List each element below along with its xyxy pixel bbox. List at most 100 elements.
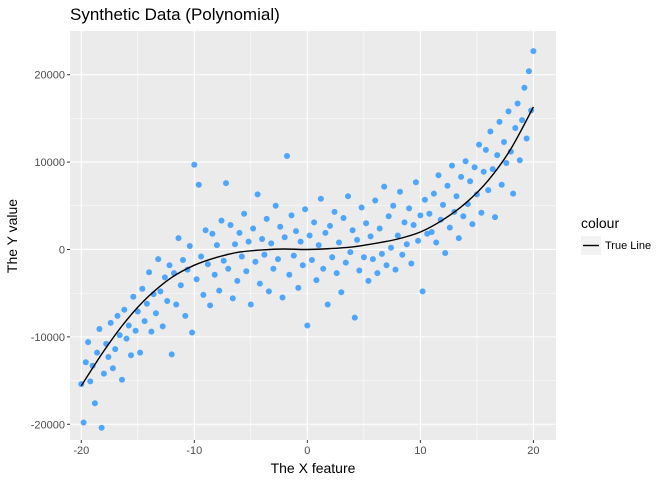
data-point <box>288 212 295 219</box>
data-point <box>152 310 159 317</box>
data-point <box>446 224 453 231</box>
data-point <box>473 191 480 198</box>
data-point <box>168 351 175 358</box>
data-point <box>123 335 130 342</box>
data-point <box>166 262 173 269</box>
data-point <box>487 128 494 135</box>
data-point <box>119 376 125 383</box>
data-point <box>114 312 121 319</box>
data-point <box>189 329 196 336</box>
data-point <box>390 202 397 209</box>
data-point <box>512 125 519 131</box>
x-axis-title: The X feature <box>271 460 356 476</box>
data-point <box>263 215 270 222</box>
data-point <box>297 238 304 245</box>
data-point <box>175 235 182 242</box>
data-point <box>134 308 141 315</box>
data-point <box>349 227 356 234</box>
data-point <box>250 225 257 232</box>
data-point <box>419 288 426 295</box>
legend-label-true-line: True Line <box>605 240 651 252</box>
data-point <box>290 252 297 259</box>
data-point <box>155 256 162 263</box>
data-point <box>401 219 408 226</box>
data-point <box>202 227 209 234</box>
data-point <box>322 229 329 236</box>
data-point <box>243 268 250 275</box>
x-tick-label: 10 <box>414 445 426 457</box>
data-point <box>164 298 171 304</box>
data-point <box>200 291 207 298</box>
data-point <box>227 222 234 228</box>
data-point <box>112 346 119 353</box>
data-point <box>299 262 306 269</box>
data-point <box>455 235 462 242</box>
data-point <box>430 190 437 197</box>
x-tick-label: 0 <box>304 445 310 457</box>
data-point <box>388 244 394 251</box>
data-point <box>265 288 272 295</box>
data-point <box>469 221 476 228</box>
data-point <box>505 108 512 115</box>
data-point <box>256 280 263 287</box>
data-point <box>496 118 503 125</box>
data-point <box>356 267 363 274</box>
data-point <box>279 294 286 301</box>
data-point <box>449 162 455 169</box>
data-point <box>272 202 279 209</box>
data-point <box>259 236 266 242</box>
data-point <box>218 217 225 224</box>
data-point <box>223 180 229 187</box>
data-point <box>207 302 214 309</box>
data-point <box>424 230 431 237</box>
plot-panel <box>70 31 556 440</box>
data-point <box>193 276 200 283</box>
data-point <box>173 301 180 308</box>
data-point <box>363 220 370 227</box>
y-axis-title: The Y value <box>4 199 20 273</box>
data-point <box>275 256 281 263</box>
data-point <box>417 212 424 219</box>
data-point <box>392 266 399 273</box>
data-point <box>281 234 288 241</box>
data-point <box>415 237 422 244</box>
data-point <box>191 161 198 168</box>
data-point <box>523 135 530 142</box>
data-point <box>141 318 148 325</box>
data-point <box>277 223 284 230</box>
data-point <box>236 229 243 236</box>
data-point <box>530 48 537 55</box>
data-point <box>313 277 320 284</box>
y-axis-ticks: -20000 -10000 0 10000 20000 <box>31 70 70 431</box>
data-point <box>234 277 241 284</box>
data-point <box>329 254 336 261</box>
data-point <box>241 210 248 217</box>
data-point <box>358 204 365 211</box>
data-point <box>139 285 146 292</box>
data-point <box>225 265 232 272</box>
y-tick-label: 0 <box>59 244 65 256</box>
data-point <box>327 222 333 229</box>
data-point <box>406 205 413 212</box>
data-point <box>324 301 331 308</box>
data-point <box>412 179 419 186</box>
data-point <box>238 253 245 260</box>
data-point <box>516 157 523 164</box>
data-point <box>211 271 218 278</box>
data-point <box>82 359 89 366</box>
data-point <box>485 187 492 194</box>
data-point <box>254 191 261 198</box>
x-axis-ticks: -20 -10 0 10 20 <box>73 440 540 457</box>
data-point <box>180 257 186 263</box>
data-point <box>426 210 433 217</box>
data-point <box>311 219 318 226</box>
data-point <box>308 257 315 263</box>
legend-title: colour <box>581 215 619 231</box>
data-point <box>333 270 340 277</box>
data-point <box>437 216 444 223</box>
major-gridlines <box>70 31 556 440</box>
data-point <box>480 168 487 175</box>
data-point <box>216 287 223 294</box>
data-point <box>186 243 193 249</box>
data-point <box>478 209 485 216</box>
